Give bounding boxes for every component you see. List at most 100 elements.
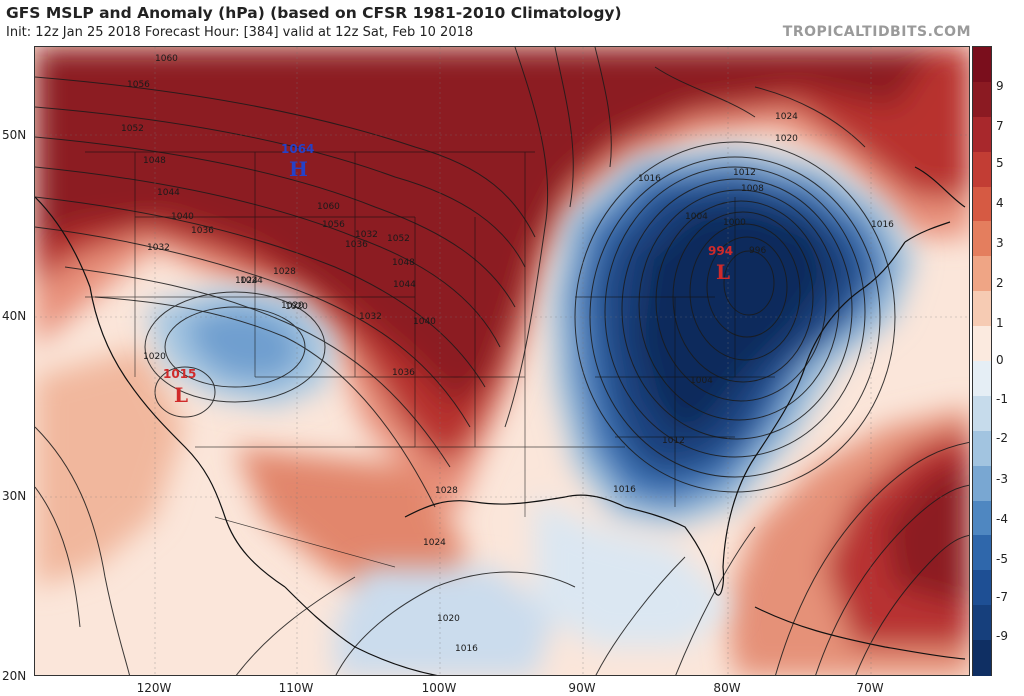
colorbar-label: -1 <box>996 392 1008 406</box>
isobar-label: 1016 <box>638 174 661 184</box>
isobar-label: 1020 <box>437 614 460 624</box>
colorbar-label: -3 <box>996 472 1008 486</box>
isobar-label: 1000 <box>723 218 746 228</box>
isobar-label: 1048 <box>392 258 415 268</box>
colorbar <box>972 46 992 676</box>
isobar-label: 996 <box>749 246 766 256</box>
isobar-label: 1040 <box>413 317 436 327</box>
high-pressure-symbol: H <box>289 157 308 181</box>
isobar-label: 1052 <box>121 124 144 134</box>
colorbar-segment <box>973 430 991 467</box>
low-pressure-value: 994 <box>708 244 733 258</box>
isobar-label: 1048 <box>143 156 166 166</box>
isobar-label: 1020 <box>143 352 166 362</box>
isobar-label: 1016 <box>455 644 478 654</box>
colorbar-segment <box>973 116 991 153</box>
colorbar-segment <box>973 605 991 641</box>
isobar-label: 1024 <box>235 276 258 286</box>
isobar-label: 1024 <box>775 112 798 122</box>
colorbar-label: -9 <box>996 629 1008 643</box>
isobar-label: 1004 <box>685 212 708 222</box>
lat-label: 50N <box>2 128 27 142</box>
colorbar-segment <box>973 326 991 362</box>
colorbar-segment <box>973 361 991 397</box>
colorbar-label: 1 <box>996 316 1004 330</box>
isobar-label: 1012 <box>733 168 756 178</box>
isobar-label: 1020 <box>285 302 308 312</box>
isobar-label: 1020 <box>775 134 798 144</box>
colorbar-segment <box>973 256 991 292</box>
colorbar-label: -4 <box>996 512 1008 526</box>
lon-label: 120W <box>136 681 172 695</box>
lat-label: 30N <box>2 489 27 503</box>
lat-label: 40N <box>2 309 27 323</box>
high-pressure-value: 1064 <box>281 142 314 156</box>
lon-label: 70W <box>856 681 884 695</box>
low-pressure-center-east: 994 L <box>708 244 733 284</box>
isobar-label: 1044 <box>393 280 416 290</box>
low-pressure-symbol: L <box>174 383 188 407</box>
colorbar-segment <box>973 47 991 83</box>
isobar-label: 1032 <box>359 312 382 322</box>
colorbar-label: 3 <box>996 236 1004 250</box>
isobar-label: 1056 <box>322 220 345 230</box>
isobar-label: 1060 <box>317 202 340 212</box>
isobar-label: 1036 <box>191 226 214 236</box>
colorbar-segment <box>973 81 991 118</box>
colorbar-label: 0 <box>996 353 1004 367</box>
isobar-label: 1032 <box>355 230 378 240</box>
colorbar-label: 5 <box>996 156 1004 170</box>
negative-anomaly-shading <box>145 147 915 675</box>
colorbar-segment <box>973 395 991 432</box>
colorbar-segment <box>973 186 991 223</box>
lon-label: 90W <box>568 681 596 695</box>
isobar-label: 1060 <box>155 54 178 64</box>
isobar-label: 1032 <box>147 243 170 253</box>
chart-subtitle: Init: 12z Jan 25 2018 Forecast Hour: [38… <box>6 25 474 40</box>
isobar-label: 1020 <box>281 301 304 311</box>
state-borders <box>85 151 775 568</box>
colorbar-label: -5 <box>996 552 1008 566</box>
colorbar-segment <box>973 291 991 327</box>
isobar-labels: 1060 1056 1052 1048 1044 1040 1036 1032 … <box>121 54 894 654</box>
colorbar-segment <box>973 500 991 537</box>
isobar-label: 1028 <box>273 267 296 277</box>
colorbar-label: 2 <box>996 276 1004 290</box>
low-pressure-symbol: L <box>716 260 730 284</box>
isobar-label: 1012 <box>662 436 685 446</box>
colorbar-segment <box>973 535 991 571</box>
colorbar-segment <box>973 570 991 606</box>
isobar-label: 1024 <box>240 276 263 286</box>
colorbar-label: 9 <box>996 79 1004 93</box>
isobar-label: 1036 <box>392 368 415 378</box>
colorbar-segment <box>973 221 991 257</box>
isobar-label: 1016 <box>871 220 894 230</box>
chart-title: GFS MSLP and Anomaly (hPa) (based on CFS… <box>6 4 622 22</box>
coastlines <box>35 166 966 675</box>
colorbar-label: 7 <box>996 119 1004 133</box>
isobar-label: 1028 <box>435 486 458 496</box>
isobar-label: 1052 <box>387 234 410 244</box>
lat-label: 20N <box>2 669 27 683</box>
isobar-label: 1056 <box>127 80 150 90</box>
isobar-label: 1040 <box>171 212 194 222</box>
colorbar-label: -2 <box>996 431 1008 445</box>
graticule <box>35 47 969 675</box>
isobar-label: 1004 <box>690 376 713 386</box>
isobar-label: 1016 <box>613 485 636 495</box>
colorbar-segment <box>973 465 991 502</box>
colorbar-label: -7 <box>996 590 1008 604</box>
lon-label: 100W <box>421 681 457 695</box>
anomaly-map: 1060 1056 1052 1048 1044 1040 1036 1032 … <box>34 46 970 676</box>
lon-label: 110W <box>278 681 314 695</box>
colorbar-label: 4 <box>996 196 1004 210</box>
lon-label: 80W <box>713 681 741 695</box>
colorbar-segment <box>973 640 991 676</box>
low-pressure-center-west: 1015 L <box>163 367 196 407</box>
isobar-label: 1024 <box>423 538 446 548</box>
pressure-centers: 1064 H 994 L 1015 L <box>163 142 733 407</box>
site-credit: TROPICALTIDBITS.COM <box>782 24 971 40</box>
isobar-label: 1044 <box>157 188 180 198</box>
low-pressure-value: 1015 <box>163 367 196 381</box>
colorbar-segment <box>973 151 991 188</box>
